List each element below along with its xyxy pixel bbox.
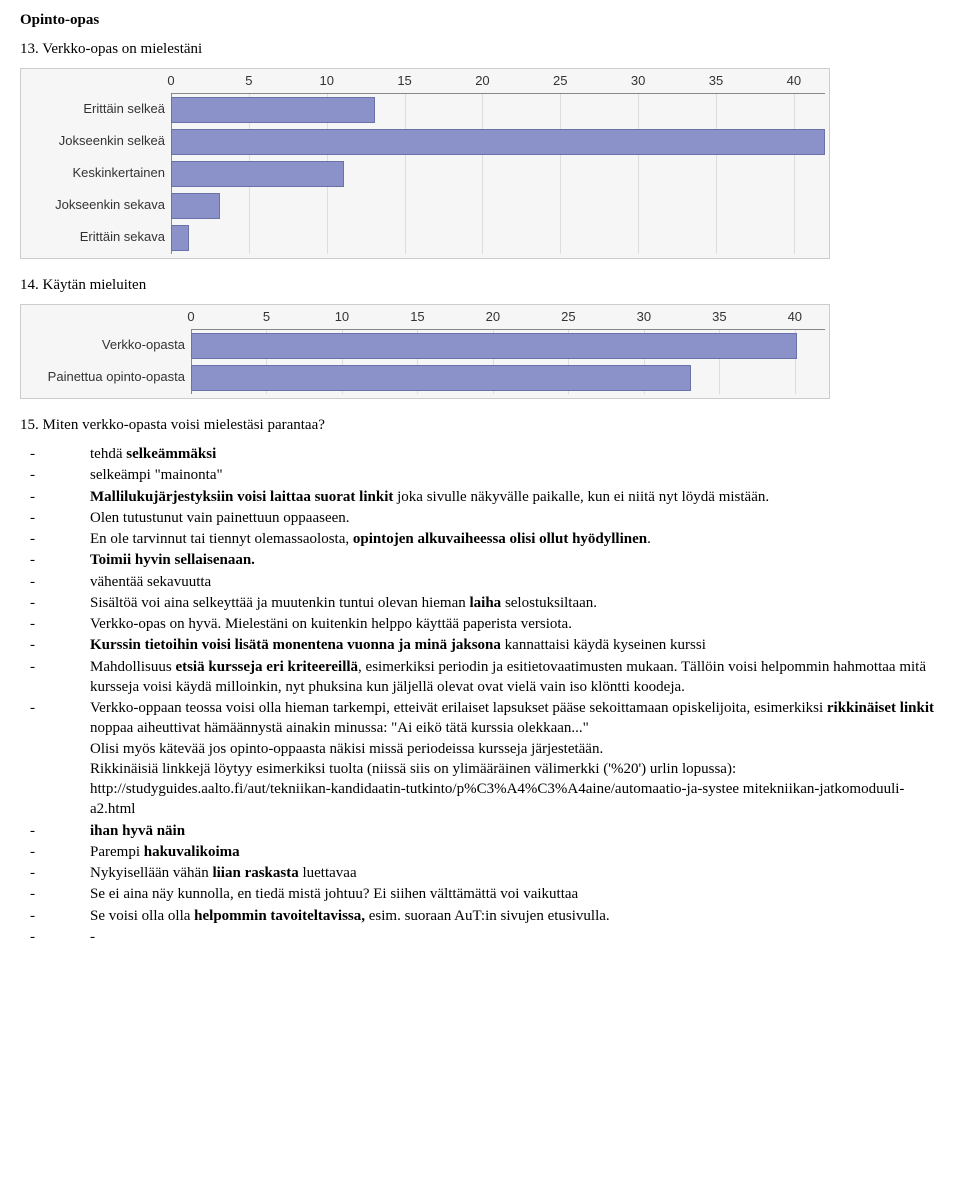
chart-xtick: 10 [319,73,333,88]
bullet-dash: - [30,572,90,592]
bullet-dash: - [30,927,90,947]
list-item-text: Parempi hakuvalikoima [90,842,940,862]
chart-xtick: 40 [787,73,801,88]
list-item: -selkeämpi "mainonta" [30,465,940,485]
section-title: Opinto-opas [20,12,940,29]
bullet-dash: - [30,550,90,570]
chart-ylabel: Keskinkertainen [25,157,165,189]
chart-xtick: 10 [335,309,349,324]
list-item-text: tehdä selkeämmäksi [90,444,940,464]
chart-xtick: 35 [709,73,723,88]
list-item: -Toimii hyvin sellaisenaan. [30,550,940,570]
list-item: -Sisältöä voi aina selkeyttää ja muutenk… [30,593,940,613]
bullet-dash: - [30,529,90,549]
list-item: -Verkko-oppaan teossa voisi olla hieman … [30,698,940,820]
list-item-text: Verkko-opas on hyvä. Mielestäni on kuite… [90,614,940,634]
list-item-text: Sisältöä voi aina selkeyttää ja muutenki… [90,593,940,613]
q15-heading: 15. Miten verkko-opasta voisi mielestäsi… [20,417,940,434]
chart-xtick: 30 [631,73,645,88]
bullet-dash: - [30,842,90,862]
bullet-dash: - [30,863,90,883]
chart-xtick: 30 [637,309,651,324]
chart-xtick: 5 [245,73,252,88]
list-item-text: vähentää sekavuutta [90,572,940,592]
bullet-dash: - [30,821,90,841]
list-item: -Se voisi olla olla helpommin tavoitelta… [30,906,940,926]
bullet-dash: - [30,593,90,613]
chart-ylabel: Jokseenkin selkeä [25,125,165,157]
bullet-dash: - [30,635,90,655]
list-item-text: Nykyisellään vähän liian raskasta luetta… [90,863,940,883]
list-item-text: Kurssin tietoihin voisi lisätä monentena… [90,635,940,655]
chart-ylabel: Erittäin sekava [25,221,165,253]
q13-heading: 13. Verkko-opas on mielestäni [20,41,940,58]
bullet-dash: - [30,906,90,926]
chart-ylabel: Erittäin selkeä [25,93,165,125]
bullet-dash: - [30,698,90,820]
list-item: -tehdä selkeämmäksi [30,444,940,464]
list-item-text: Se ei aina näy kunnolla, en tiedä mistä … [90,884,940,904]
bullet-dash: - [30,508,90,528]
list-item: -Mallilukujärjestyksiin voisi laittaa su… [30,487,940,507]
chart-xtick: 0 [187,309,194,324]
list-item: -Se ei aina näy kunnolla, en tiedä mistä… [30,884,940,904]
chart-ylabel: Verkko-opasta [25,329,185,361]
chart-xtick: 0 [167,73,174,88]
list-item: -- [30,927,940,947]
bullet-dash: - [30,614,90,634]
list-item-text: Mallilukujärjestyksiin voisi laittaa suo… [90,487,940,507]
list-item-text: selkeämpi "mainonta" [90,465,940,485]
chart-ylabel: Painettua opinto-opasta [25,361,185,393]
bullet-dash: - [30,444,90,464]
list-item-text: Toimii hyvin sellaisenaan. [90,550,940,570]
chart-xtick: 15 [410,309,424,324]
list-item: -Parempi hakuvalikoima [30,842,940,862]
chart-bar [171,161,344,187]
chart-bar [171,193,220,219]
q14-chart: Verkko-opastaPainettua opinto-opasta 0 5 10… [20,304,830,399]
chart-xtick: 20 [486,309,500,324]
bullet-dash: - [30,657,90,698]
list-item: -Olen tutustunut vain painettuun oppaase… [30,508,940,528]
chart-xtick: 20 [475,73,489,88]
list-item-text: En ole tarvinnut tai tiennyt olemassaolo… [90,529,940,549]
list-item-text: Verkko-oppaan teossa voisi olla hieman t… [90,698,940,820]
list-item: -Nykyisellään vähän liian raskasta luett… [30,863,940,883]
chart-xtick: 5 [263,309,270,324]
chart-xtick: 25 [553,73,567,88]
chart-xtick: 25 [561,309,575,324]
q14-heading: 14. Käytän mieluiten [20,277,940,294]
chart-bar [191,333,797,359]
chart-ylabel: Jokseenkin sekava [25,189,165,221]
q15-list: -tehdä selkeämmäksi-selkeämpi "mainonta"… [20,444,940,947]
list-item-text: Se voisi olla olla helpommin tavoiteltav… [90,906,940,926]
list-item-text: - [90,927,940,947]
chart-xtick: 15 [397,73,411,88]
list-item-text: Mahdollisuus etsiä kursseja eri kriteere… [90,657,940,698]
list-item-text: Olen tutustunut vain painettuun oppaasee… [90,508,940,528]
list-item-text: ihan hyvä näin [90,821,940,841]
list-item: -ihan hyvä näin [30,821,940,841]
chart-bar [171,225,189,251]
list-item: -vähentää sekavuutta [30,572,940,592]
list-item: -En ole tarvinnut tai tiennyt olemassaol… [30,529,940,549]
chart-bar [171,97,375,123]
list-item: -Kurssin tietoihin voisi lisätä monenten… [30,635,940,655]
chart-xtick: 35 [712,309,726,324]
bullet-dash: - [30,465,90,485]
bullet-dash: - [30,884,90,904]
bullet-dash: - [30,487,90,507]
chart-bar [171,129,825,155]
list-item: -Verkko-opas on hyvä. Mielestäni on kuit… [30,614,940,634]
list-item: -Mahdollisuus etsiä kursseja eri kriteer… [30,657,940,698]
q13-chart: Erittäin selkeäJokseenkin selkeäKeskinke… [20,68,830,259]
chart-bar [191,365,691,391]
chart-xtick: 40 [788,309,802,324]
